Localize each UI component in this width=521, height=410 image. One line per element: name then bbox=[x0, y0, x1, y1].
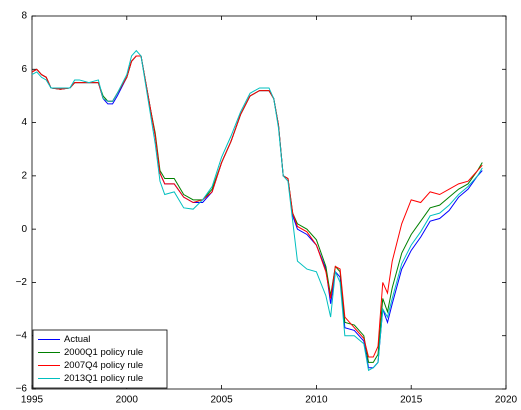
x-tick-label: 2010 bbox=[305, 395, 328, 406]
y-tick-label: −4 bbox=[16, 330, 28, 341]
plot-frame bbox=[31, 15, 507, 390]
x-tick-label: 1995 bbox=[21, 395, 44, 406]
legend-label: 2000Q1 policy rule bbox=[64, 347, 143, 358]
y-tick-label: −2 bbox=[16, 277, 28, 288]
y-tick-label: 6 bbox=[21, 64, 27, 75]
legend: Actual 2000Q1 policy rule 2007Q4 policy ru… bbox=[32, 329, 168, 389]
x-tick-label: 2015 bbox=[400, 395, 423, 406]
legend-label: 2007Q4 policy rule bbox=[64, 360, 143, 371]
legend-label: Actual bbox=[64, 334, 90, 345]
y-tick-label: −6 bbox=[16, 384, 28, 395]
series-line bbox=[31, 49, 483, 372]
x-tick-label: 2005 bbox=[210, 395, 233, 406]
y-tick-label: 2 bbox=[21, 170, 27, 181]
x-tick-label: 2000 bbox=[116, 395, 139, 406]
x-tick-label: 2020 bbox=[495, 395, 518, 406]
legend-label: 2013Q1 policy rule bbox=[64, 373, 143, 384]
y-tick-label: 8 bbox=[21, 11, 27, 22]
y-tick-label: 4 bbox=[21, 117, 27, 128]
y-tick-label: 0 bbox=[21, 224, 27, 235]
